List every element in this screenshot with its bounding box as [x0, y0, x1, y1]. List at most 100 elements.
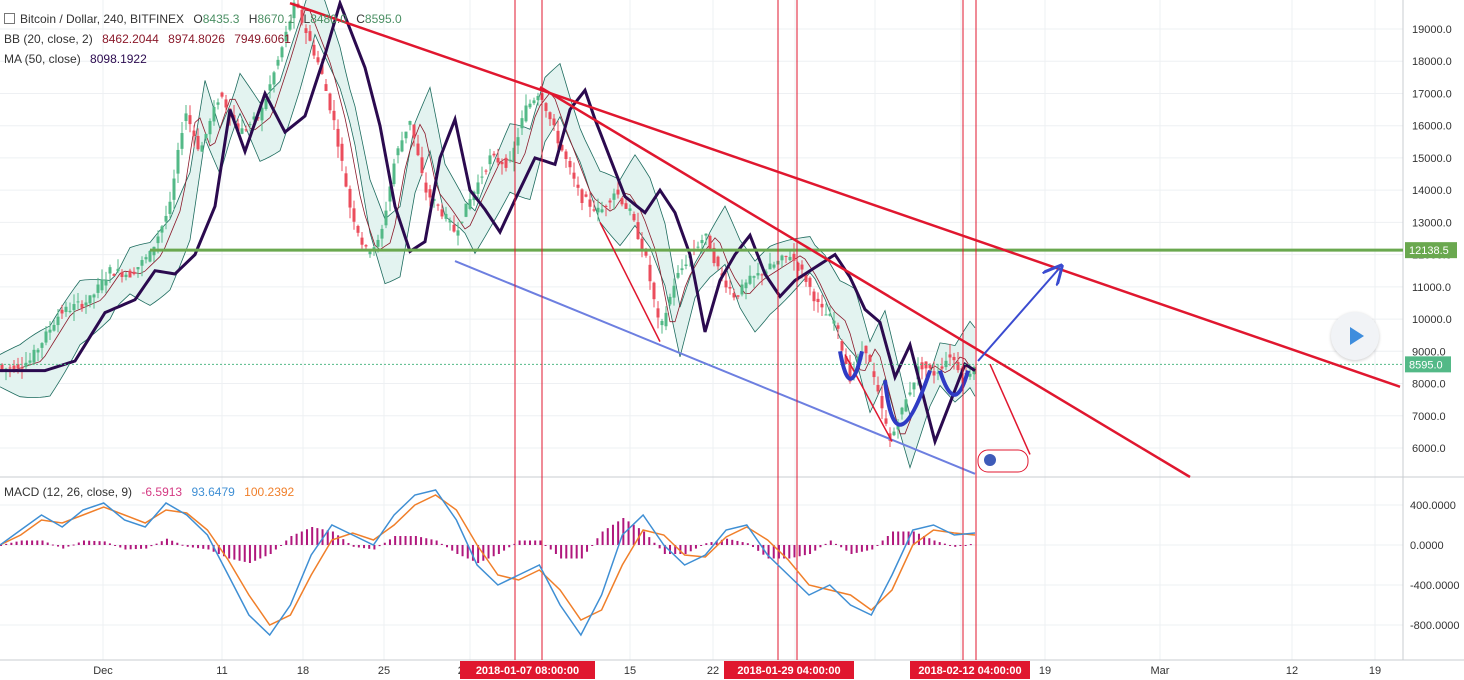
candle-body [304, 28, 308, 34]
macd-histogram-bar [20, 540, 23, 545]
macd-histogram-bar [155, 543, 158, 545]
candle-body [436, 204, 440, 206]
macd-histogram-bar [943, 543, 946, 545]
macd-histogram-bar [456, 545, 459, 554]
candle-body [876, 384, 880, 392]
macd-histogram-bar [772, 545, 775, 559]
macd-histogram-bar [254, 545, 257, 561]
macd-histogram-bar [471, 545, 474, 561]
candle-body [748, 275, 752, 284]
candle-body [172, 178, 176, 200]
macd-tick-label: -400.0000 [1410, 580, 1460, 592]
candle-body [968, 373, 972, 377]
candle-body [868, 355, 872, 362]
candle-body [356, 226, 360, 233]
candle-body [92, 294, 96, 298]
candle-body [32, 349, 36, 363]
bb-upper-value: 8974.8026 [168, 32, 225, 46]
macd-histogram-bar [580, 545, 583, 559]
macd-histogram-bar [409, 536, 412, 545]
play-icon[interactable] [1331, 312, 1379, 360]
macd-histogram-bar [617, 521, 620, 545]
macd-histogram-bar [197, 545, 200, 549]
ma-value: 8098.1922 [90, 52, 147, 66]
macd-histogram-bar [223, 545, 226, 557]
macd-histogram-bar [648, 537, 651, 545]
candle-body [328, 93, 332, 111]
candle-body [12, 365, 16, 371]
macd-histogram-bar [871, 545, 874, 550]
macd-histogram-bar [228, 545, 231, 559]
macd-histogram-bar [129, 545, 132, 550]
macd-histogram-bar [912, 531, 915, 545]
macd-histogram-bar [82, 540, 85, 545]
macd-histogram-bar [77, 542, 80, 545]
candle-body [468, 199, 472, 209]
candle-body [760, 274, 764, 276]
candle-body [480, 176, 484, 178]
macd-histogram-bar [290, 536, 293, 545]
candle-body [52, 324, 56, 331]
candle-body [368, 251, 372, 255]
candle-body [592, 209, 596, 211]
candle-body [260, 107, 264, 121]
bb-basis-value: 8462.2044 [102, 32, 159, 46]
macd-histogram-bar [41, 540, 44, 545]
candle-body [312, 44, 316, 56]
macd-histogram-bar [414, 536, 417, 545]
candle-body [912, 382, 916, 390]
candle-body [56, 316, 60, 326]
candle-body [204, 133, 208, 139]
candle-body [728, 286, 732, 289]
candle-body [652, 282, 656, 300]
candle-body [332, 110, 336, 121]
macd-histogram-bar [679, 545, 682, 554]
candle-body [532, 100, 536, 104]
macd-histogram-bar [767, 545, 770, 559]
macd-histogram-bar [57, 545, 60, 547]
price-tick-label: 8000.0 [1412, 379, 1446, 391]
macd-histogram-bar [124, 545, 127, 550]
macd-histogram-bar [373, 545, 376, 550]
macd-tick-label: -800.0000 [1410, 620, 1460, 632]
candle-body [456, 230, 460, 236]
candle-body [732, 293, 736, 298]
candle-body [448, 220, 452, 223]
macd-histogram-bar [316, 528, 319, 545]
candle-body [292, 2, 296, 19]
candle-body [20, 367, 24, 369]
candle-body [188, 115, 192, 125]
candle-body [580, 189, 584, 203]
level-tag-label: 12138.5 [1409, 245, 1449, 257]
candle-body [60, 309, 64, 314]
macd-histogram-bar [726, 538, 729, 545]
macd-histogram-bar [803, 545, 806, 556]
candle-body [316, 57, 320, 63]
macd-histogram-bar [798, 545, 801, 557]
bb-lower-line [0, 33, 976, 469]
candle-body [684, 264, 688, 267]
time-tick-label: 11 [216, 665, 227, 677]
candle-body [8, 367, 12, 369]
candle-body [940, 366, 944, 369]
candle-body [104, 279, 108, 286]
candle-body [824, 314, 828, 316]
candle-body [784, 255, 788, 257]
macd-histogram-bar [311, 527, 314, 545]
macd-histogram-bar [285, 540, 288, 545]
macd-histogram-bar [969, 544, 972, 546]
candle-body [948, 354, 952, 358]
candle-body [844, 356, 848, 365]
macd-histogram-bar [554, 545, 557, 554]
candle-body [584, 194, 588, 197]
candle-body [896, 425, 900, 430]
macd-histogram-bar [964, 545, 967, 546]
candle-body [536, 96, 540, 101]
macd-histogram-bar [342, 539, 345, 545]
macd-histogram-bar [430, 539, 433, 545]
candle-body [252, 116, 256, 120]
macd-histogram-bar [497, 545, 500, 554]
candle-body [600, 209, 604, 213]
collapse-icon[interactable] [4, 13, 15, 24]
